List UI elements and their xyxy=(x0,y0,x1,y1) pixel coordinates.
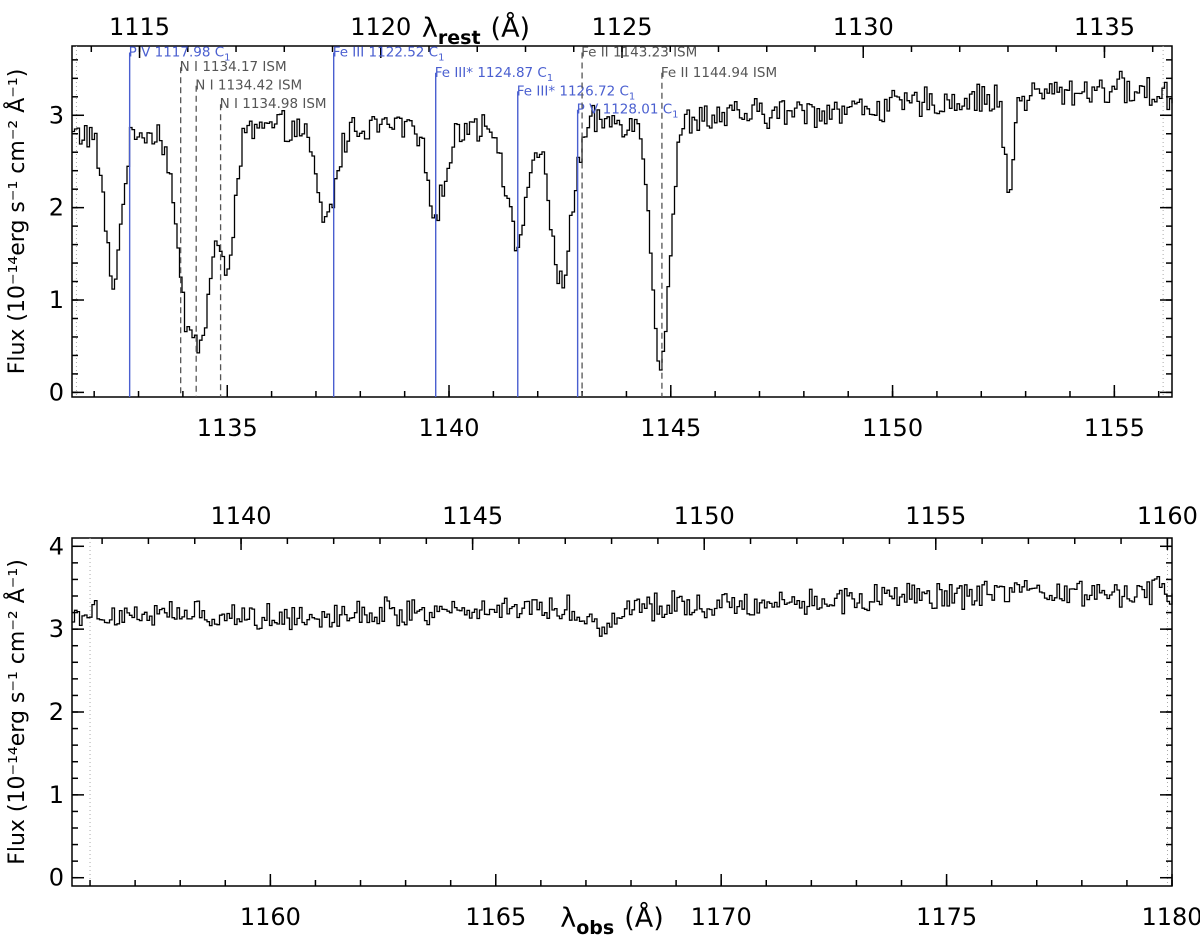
top-x-tick-label: 1120 xyxy=(350,13,411,41)
line-id-text: N I 1134.17 ISM xyxy=(180,59,287,75)
y-axis-label: Flux (10⁻¹⁴erg s⁻¹ cm⁻² Å⁻¹) xyxy=(3,69,30,375)
x-tick-label: 1175 xyxy=(916,903,977,931)
line-id-label: Fe III* 1126.72 C1 xyxy=(517,83,636,102)
line-id-text: N I 1134.42 ISM xyxy=(195,78,302,94)
top-x-tick-label: 1125 xyxy=(591,13,652,41)
line-id-text: P V 1128.01 C xyxy=(577,102,673,118)
y-tick-label: 4 xyxy=(49,532,64,560)
top-x-tick-label: 1135 xyxy=(1074,13,1135,41)
top-x-tick-label: 1140 xyxy=(211,502,272,530)
line-id-subscript: 1 xyxy=(438,52,444,63)
top-x-tick-label: 1155 xyxy=(905,502,966,530)
line-id-subscript: 1 xyxy=(629,91,635,102)
top-x-tick-label: 1130 xyxy=(833,13,894,41)
x-tick-label: 1135 xyxy=(197,414,258,442)
line-id-text: Fe II 1144.94 ISM xyxy=(661,65,777,81)
top-x-tick-label: 1150 xyxy=(674,502,735,530)
y-tick-label: 2 xyxy=(49,194,64,222)
flux-spectrum xyxy=(72,70,1173,371)
bottom-axis-title-unit: (Å) xyxy=(624,902,664,934)
top-x-tick-label: 1145 xyxy=(442,502,503,530)
line-id-label: Fe II 1144.94 ISM xyxy=(661,65,777,81)
top-axis-title: λrest (Å) xyxy=(422,12,530,49)
x-tick-label: 1160 xyxy=(240,903,301,931)
line-id-subscript: 1 xyxy=(672,110,678,121)
x-tick-label: 1155 xyxy=(1084,414,1145,442)
bottom-axis-title-symbol: λ xyxy=(560,903,576,934)
line-id-label: Fe III* 1124.87 C1 xyxy=(435,65,554,84)
flux-spectrum xyxy=(72,575,1173,637)
y-axis-label: Flux (10⁻¹⁴erg s⁻¹ cm⁻² Å⁻¹) xyxy=(3,559,30,865)
line-id-text: N I 1134.98 ISM xyxy=(220,96,327,112)
bottom-spectrum-panel: 1160 1165 1170 1175 1180 1140 1145 1150 1155 1160… xyxy=(3,502,1200,939)
line-id-text: Fe II 1143.23 ISM xyxy=(581,44,697,60)
line-id-text: Fe III 1122.52 C xyxy=(333,44,438,60)
top-axis-title-subscript: rest xyxy=(438,27,481,49)
bottom-axis-title: λobs (Å) xyxy=(560,902,664,939)
top-x-tick-label: 1160 xyxy=(1137,502,1198,530)
line-id-text: Fe III* 1124.87 C xyxy=(435,65,547,81)
top-x-tick-label: 1115 xyxy=(109,13,170,41)
top-axis-title-unit: (Å) xyxy=(491,12,531,44)
x-tick-label: 1165 xyxy=(465,903,526,931)
line-id-label: N I 1134.98 ISM xyxy=(220,96,327,112)
y-tick-label: 2 xyxy=(49,698,64,726)
x-tick-label: 1150 xyxy=(862,414,923,442)
y-tick-label: 3 xyxy=(49,101,64,129)
line-id-subscript: 1 xyxy=(224,52,230,63)
line-id-label: N I 1134.42 ISM xyxy=(195,78,302,94)
line-id-subscript: 1 xyxy=(547,73,553,84)
line-id-label: N I 1134.17 ISM xyxy=(180,59,287,75)
bottom-axis-title-subscript: obs xyxy=(576,917,614,939)
y-tick-label: 1 xyxy=(49,781,64,809)
line-id-label: Fe II 1143.23 ISM xyxy=(581,44,697,60)
line-id-label: P V 1117.98 C1 xyxy=(129,44,231,63)
x-tick-label: 1170 xyxy=(691,903,752,931)
y-tick-label: 1 xyxy=(49,286,64,314)
y-tick-label: 0 xyxy=(49,864,64,892)
line-id-text: Fe III* 1126.72 C xyxy=(517,83,629,99)
x-tick-label: 1180 xyxy=(1141,903,1200,931)
x-tick-label: 1140 xyxy=(418,414,479,442)
top-axis-title-symbol: λ xyxy=(422,13,438,44)
x-tick-label: 1145 xyxy=(640,414,701,442)
line-id-label: P V 1128.01 C1 xyxy=(577,102,679,121)
plot-frame xyxy=(71,537,1173,887)
y-tick-label: 3 xyxy=(49,615,64,643)
line-id-label: Fe III 1122.52 C1 xyxy=(333,44,445,63)
line-id-text: P V 1117.98 C xyxy=(129,44,225,60)
y-tick-label: 0 xyxy=(49,378,64,406)
